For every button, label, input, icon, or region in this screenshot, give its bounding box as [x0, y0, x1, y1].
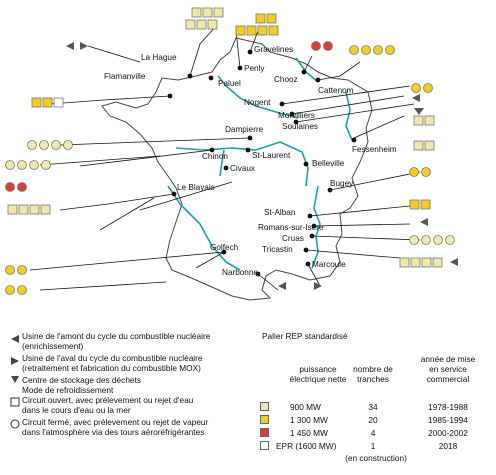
- gravelines-units: [185, 7, 224, 30]
- legend-mode-title: Mode de refroidissement: [22, 385, 114, 395]
- golfech-units: [5, 265, 27, 275]
- site-label-morvilliers: Morvilliers: [278, 111, 315, 120]
- amont-icon: [11, 335, 19, 343]
- site-label-la-hague: La Hague: [141, 53, 177, 62]
- site-label-bugey: Bugey: [330, 179, 354, 188]
- power-1450: 1 450 MW: [290, 428, 328, 438]
- site-label-marcoule: Marcoule: [312, 260, 346, 269]
- col-power: puissance électrique nette: [289, 364, 347, 384]
- swatch-1300: [260, 415, 269, 424]
- chinon-units: [5, 160, 51, 170]
- nogent-units: [411, 83, 433, 93]
- fessenheim-units: [413, 115, 435, 126]
- river-rhone: [311, 185, 321, 269]
- storage-icon: [11, 376, 19, 383]
- site-label-soulaines: Soulaines: [282, 122, 318, 131]
- legend-aval: Usine de l'aval du cycle du combustible …: [22, 353, 203, 373]
- legend-amont: Usine de l'amont du cycle du combustible…: [22, 331, 211, 351]
- closed-circuit-icon: [10, 419, 20, 429]
- legend-ouvert: Circuit ouvert, avec prélevement ou reje…: [22, 395, 194, 415]
- chooz-units: [311, 41, 333, 51]
- morvilliers-aval-icon: [412, 94, 420, 102]
- cruas-units: [409, 235, 455, 245]
- civaux-units: [5, 182, 27, 192]
- river-rhin: [345, 91, 353, 141]
- years-1300: 1985-1994: [428, 415, 468, 425]
- legend-ferme: Circuit fermé, avec prélevement ou rejet…: [22, 417, 209, 437]
- site-label-golfech: Golfech: [210, 243, 239, 252]
- years-1450: 2000-2002: [428, 428, 468, 438]
- open-circuit-icon: [10, 397, 20, 407]
- site-label-gravelines: Gravelines: [254, 45, 293, 54]
- tricastin-amont-icon: [450, 258, 458, 266]
- units-epr: 1: [370, 441, 376, 451]
- river-garonne: [167, 185, 241, 271]
- site-label-romans: Romans-sur-Isère: [258, 223, 324, 232]
- swatch-1450: [260, 428, 269, 437]
- site-label-st-laurent: St-Laurent: [252, 151, 291, 160]
- aval-icon: [11, 357, 19, 365]
- units-1300: 20: [368, 415, 378, 425]
- cattenom-units: [349, 45, 395, 55]
- leader-lines: [29, 25, 421, 291]
- site-label-chinon: Chinon: [202, 152, 228, 161]
- col-year: année de mise en service commercial: [420, 354, 476, 384]
- site-label-fessenheim: Fessenheim: [352, 145, 397, 154]
- site-label-penly: Penly: [244, 64, 265, 73]
- narbonne-amont-icon: [278, 282, 286, 290]
- site-label-flamanville: Flamanville: [104, 72, 146, 81]
- epr-note: (en construction): [345, 453, 407, 463]
- st-alban-icon: [420, 218, 428, 226]
- site-label-nogent: Nogent: [244, 98, 271, 107]
- site-label-tricastin: Tricastin: [262, 245, 293, 254]
- site-label-cruas: Cruas: [282, 234, 304, 243]
- site-label-paluel: Paluel: [218, 79, 241, 88]
- la-hague-aval-icon: [66, 42, 88, 50]
- site-labels: Gravelines Penly La Hague Paluel Flamanv…: [104, 45, 397, 277]
- units-1450: 4: [370, 428, 376, 438]
- belleville-units: [409, 167, 431, 177]
- swatch-epr: [260, 441, 269, 450]
- tricastin-units: [399, 257, 443, 268]
- table-title: Palier REP standardisé: [262, 331, 348, 341]
- flamanville-units: [31, 97, 64, 108]
- site-label-le-blayais: Le Blayais: [177, 183, 215, 192]
- marcoule-aval-icon: [314, 282, 322, 290]
- col-units: nombre de tranches: [353, 364, 393, 384]
- site-label-civaux: Civaux: [230, 164, 255, 173]
- paluel-units: [235, 13, 279, 36]
- legend-stockage: Centre de stockage des déchets: [22, 375, 141, 385]
- site-label-narbonne: Narbonne: [222, 268, 258, 277]
- power-900: 900 MW: [290, 402, 321, 412]
- plant-symbols: [5, 7, 458, 295]
- power-epr: EPR (1600 MW): [276, 441, 337, 451]
- france-outline: [101, 37, 373, 301]
- swatch-900: [260, 402, 269, 411]
- river-seine: [217, 75, 299, 119]
- site-label-belleville: Belleville: [312, 159, 345, 168]
- st-alban-units: [5, 285, 27, 295]
- site-label-cattenom: Cattenom: [318, 86, 354, 95]
- site-label-dampierre: Dampierre: [225, 125, 264, 134]
- years-900: 1978-1988: [428, 402, 468, 412]
- le-blayais-units: [7, 204, 51, 215]
- soulaines-storage-icon: [414, 108, 424, 115]
- river-vienne: [219, 149, 225, 177]
- bugey-units: [409, 199, 431, 210]
- dampierre-units: [27, 140, 73, 150]
- years-epr: 2018: [438, 441, 458, 451]
- st-laurent-units: [413, 140, 435, 151]
- site-label-st-alban: St-Alban: [264, 208, 296, 217]
- site-label-chooz: Chooz: [274, 75, 298, 84]
- units-900: 34: [368, 402, 378, 412]
- france-map: Gravelines Penly La Hague Paluel Flamanv…: [5, 7, 458, 301]
- power-1300: 1 300 MW: [290, 415, 328, 425]
